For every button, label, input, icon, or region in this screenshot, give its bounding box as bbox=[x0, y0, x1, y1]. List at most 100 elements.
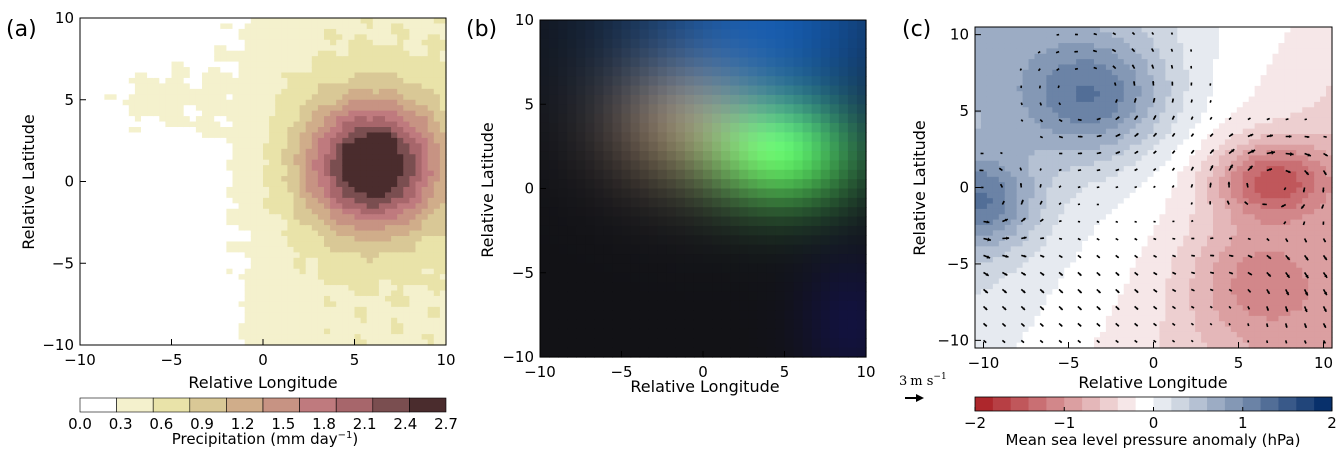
rgb-cell bbox=[666, 66, 677, 77]
precip-cell bbox=[80, 334, 87, 341]
rgb-cell bbox=[639, 216, 650, 227]
precip-cell bbox=[263, 334, 270, 341]
precip-cell bbox=[159, 263, 166, 270]
precip-cell bbox=[324, 148, 331, 155]
precip-cell bbox=[305, 301, 313, 308]
precip-cell bbox=[189, 121, 197, 128]
rgb-cell bbox=[630, 244, 641, 255]
rgb-cell bbox=[703, 216, 713, 227]
precip-cell bbox=[177, 121, 185, 128]
precip-cell bbox=[171, 306, 179, 313]
rgb-cell bbox=[666, 122, 677, 133]
rgb-cell bbox=[693, 85, 704, 96]
colorbar-a-swatch bbox=[409, 397, 447, 413]
rgb-cell bbox=[721, 225, 731, 236]
precip-cell bbox=[348, 219, 356, 226]
precip-cell bbox=[287, 56, 295, 63]
precip-cell bbox=[153, 208, 160, 215]
precip-cell bbox=[330, 312, 337, 319]
precip-cell bbox=[159, 61, 166, 68]
precip-cell bbox=[311, 88, 319, 95]
precip-cell bbox=[122, 154, 130, 161]
precip-cell bbox=[177, 186, 185, 193]
precip-cell bbox=[433, 132, 441, 139]
precip-cell bbox=[324, 306, 331, 313]
precip-cell bbox=[385, 88, 392, 95]
rgb-cell bbox=[784, 169, 795, 180]
rgb-cell bbox=[630, 347, 641, 358]
precip-cell bbox=[141, 18, 148, 25]
precip-cell bbox=[250, 154, 258, 161]
precip-cell bbox=[342, 159, 349, 166]
precip-cell bbox=[177, 94, 185, 101]
rgb-cell bbox=[630, 151, 641, 162]
precip-cell bbox=[147, 334, 154, 341]
precip-cell bbox=[324, 181, 331, 188]
rgb-cell bbox=[567, 94, 577, 105]
precip-cell bbox=[165, 88, 173, 95]
precip-cell bbox=[238, 214, 246, 221]
rgb-cell bbox=[820, 57, 831, 68]
precip-cell bbox=[159, 148, 166, 155]
rgb-cell bbox=[558, 207, 568, 218]
precip-cell bbox=[348, 312, 356, 319]
precip-cell bbox=[427, 132, 435, 139]
precip-cell bbox=[372, 186, 380, 193]
precip-cell bbox=[177, 28, 185, 35]
precip-cell bbox=[153, 323, 160, 330]
precip-cell bbox=[336, 88, 343, 95]
precip-cell bbox=[421, 94, 429, 101]
rgb-cell bbox=[721, 29, 731, 40]
rgb-cell bbox=[820, 113, 831, 124]
precip-cell bbox=[324, 334, 331, 341]
rgb-cell bbox=[567, 169, 577, 180]
precip-cell bbox=[238, 339, 246, 346]
precip-cell bbox=[110, 116, 118, 123]
rgb-cell bbox=[594, 263, 604, 274]
precip-cell bbox=[165, 83, 173, 90]
rgb-cell bbox=[802, 48, 813, 59]
precip-cell bbox=[226, 323, 234, 330]
precip-cell bbox=[305, 143, 313, 150]
precip-cell bbox=[128, 246, 136, 253]
precip-cell bbox=[134, 317, 142, 324]
precip-cell bbox=[189, 99, 197, 106]
rgb-cell bbox=[730, 169, 740, 180]
precip-cell bbox=[195, 56, 203, 63]
precip-cell bbox=[263, 137, 270, 144]
rgb-cell bbox=[558, 235, 568, 246]
precip-cell bbox=[427, 127, 435, 134]
precip-cell bbox=[360, 105, 368, 112]
rgb-cell bbox=[847, 169, 858, 180]
precip-cell bbox=[409, 110, 417, 117]
rgb-cell bbox=[703, 197, 713, 208]
precip-cell bbox=[195, 323, 203, 330]
precip-cell bbox=[385, 225, 392, 232]
precip-cell bbox=[183, 279, 191, 286]
precip-cell bbox=[348, 295, 356, 302]
precip-cell bbox=[195, 203, 203, 210]
precip-cell bbox=[226, 67, 234, 74]
rgb-cell bbox=[684, 38, 695, 49]
rgb-cell bbox=[712, 216, 722, 227]
rgb-cell bbox=[757, 254, 767, 264]
rgb-cell bbox=[748, 263, 758, 274]
precip-cell bbox=[110, 230, 118, 237]
precip-cell bbox=[141, 154, 148, 161]
precip-cell bbox=[348, 154, 356, 161]
precip-cell bbox=[92, 274, 99, 281]
rgb-cell bbox=[621, 272, 632, 283]
rgb-cell bbox=[576, 179, 586, 190]
precip-cell bbox=[421, 323, 429, 330]
precip-cell bbox=[391, 236, 398, 243]
rgb-cell bbox=[829, 338, 840, 349]
precip-cell bbox=[305, 208, 313, 215]
rgb-cell bbox=[648, 319, 659, 330]
precip-cell bbox=[226, 23, 234, 30]
precip-cell bbox=[80, 18, 87, 25]
precip-cell bbox=[220, 18, 227, 25]
rgb-cell bbox=[775, 272, 786, 283]
precip-cell bbox=[299, 50, 307, 57]
precip-cell bbox=[122, 285, 130, 292]
